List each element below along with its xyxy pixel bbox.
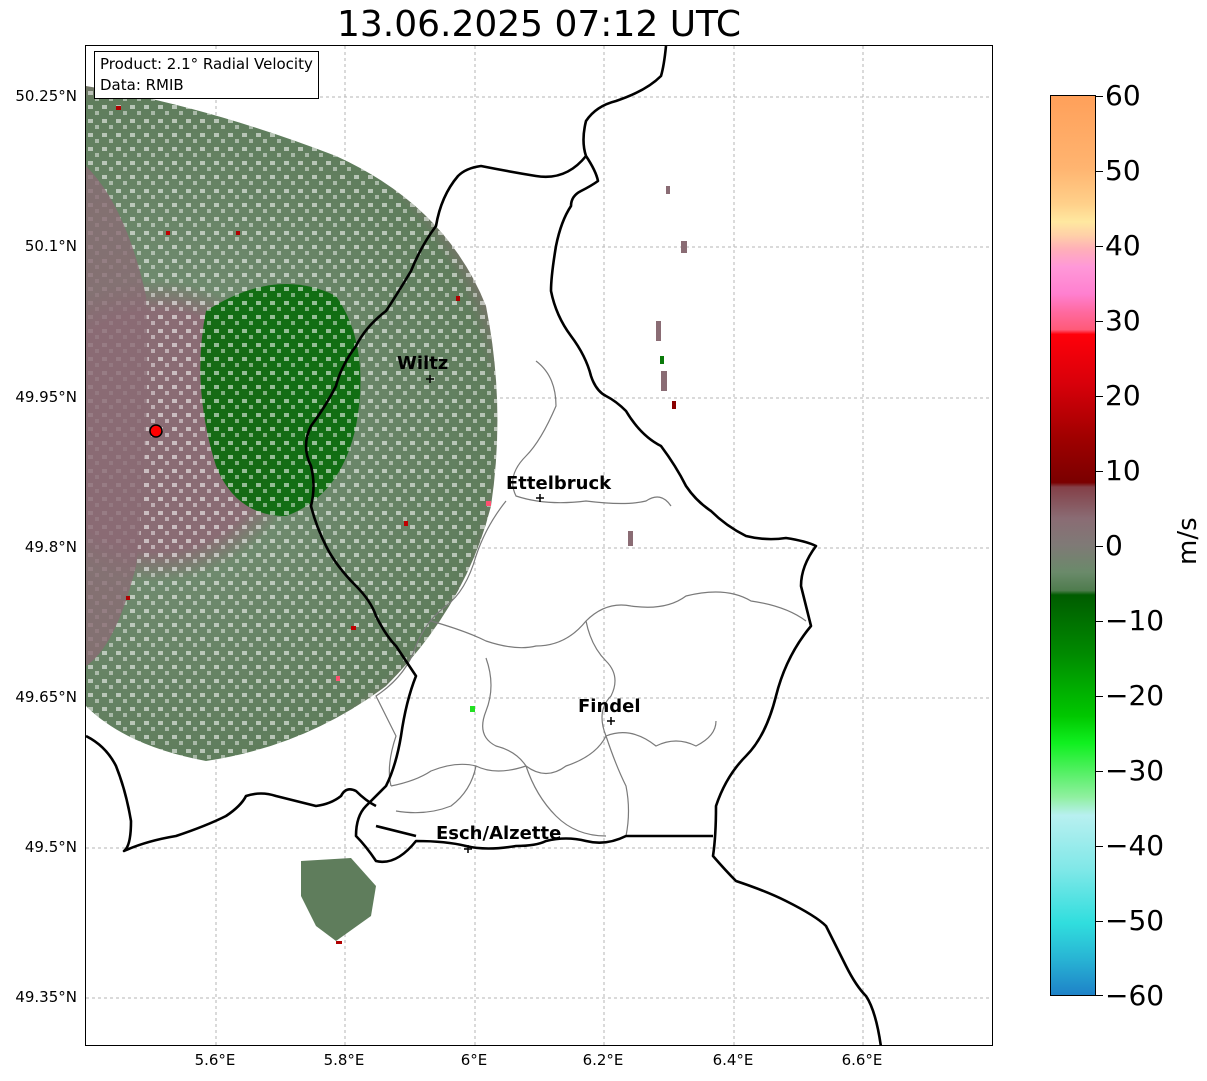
x-tick-label: 6.2°E — [582, 1051, 624, 1069]
colorbar-tick-label: −40 — [1105, 829, 1165, 862]
y-tick-label: 49.65°N — [15, 688, 77, 706]
y-tick-label: 49.5°N — [24, 838, 77, 856]
product-label: Product: 2.1° Radial Velocity — [100, 55, 313, 73]
y-tick-label: 49.8°N — [24, 538, 77, 556]
colorbar-unit-label: m/s — [1173, 517, 1203, 565]
x-tick-label: 6.4°E — [712, 1051, 754, 1069]
y-tick-label: 49.35°N — [15, 988, 77, 1006]
colorbar-tick-label: 40 — [1105, 229, 1141, 262]
national-borders — [86, 46, 883, 1045]
city-label-wiltz: Wiltz — [397, 353, 448, 374]
colorbar-tick-label: 10 — [1105, 454, 1141, 487]
colorbar-tick-label: 30 — [1105, 304, 1141, 337]
colorbar-tick-label: 0 — [1105, 529, 1123, 562]
canton-boundaries — [375, 360, 807, 837]
y-tick-label: 50.25°N — [15, 87, 77, 105]
chart-title: 13.06.2025 07:12 UTC — [336, 4, 742, 45]
colorbar-tick-label: 50 — [1105, 154, 1141, 187]
colorbar-tick-label: −50 — [1105, 904, 1165, 937]
x-tick-label: 6°E — [460, 1051, 488, 1069]
city-label-findel: Findel — [578, 696, 641, 717]
data-source-label: Data: RMIB — [100, 76, 184, 94]
map-canvas: Wiltz Ettelbruck Findel Esch/Alzette — [86, 46, 992, 1045]
x-tick-label: 5.6°E — [194, 1051, 236, 1069]
colorbar-tick-label: −30 — [1105, 754, 1165, 787]
radar-site-marker — [149, 424, 163, 438]
colorbar-tick-label: −60 — [1105, 979, 1165, 1012]
colorbar-tick-label: 60 — [1105, 79, 1141, 112]
colorbar-tick-label: −20 — [1105, 679, 1165, 712]
colorbar-tick-label: −10 — [1105, 604, 1165, 637]
city-label-ettelbruck: Ettelbruck — [506, 473, 612, 494]
product-info-box: Product: 2.1° Radial Velocity Data: RMIB — [94, 51, 319, 99]
y-tick-label: 49.95°N — [15, 388, 77, 406]
radar-map[interactable]: Wiltz Ettelbruck Findel Esch/Alzette Pro… — [85, 45, 993, 1046]
colorbar-tick-label: 20 — [1105, 379, 1141, 412]
city-labels: Wiltz Ettelbruck Findel Esch/Alzette — [397, 353, 641, 844]
radar-echoes — [86, 86, 687, 944]
y-tick-label: 50.1°N — [24, 237, 77, 255]
x-tick-label: 6.6°E — [841, 1051, 883, 1069]
city-label-esch: Esch/Alzette — [436, 823, 561, 844]
city-markers — [426, 375, 615, 853]
colorbar — [1050, 95, 1096, 996]
x-tick-label: 5.8°E — [323, 1051, 365, 1069]
